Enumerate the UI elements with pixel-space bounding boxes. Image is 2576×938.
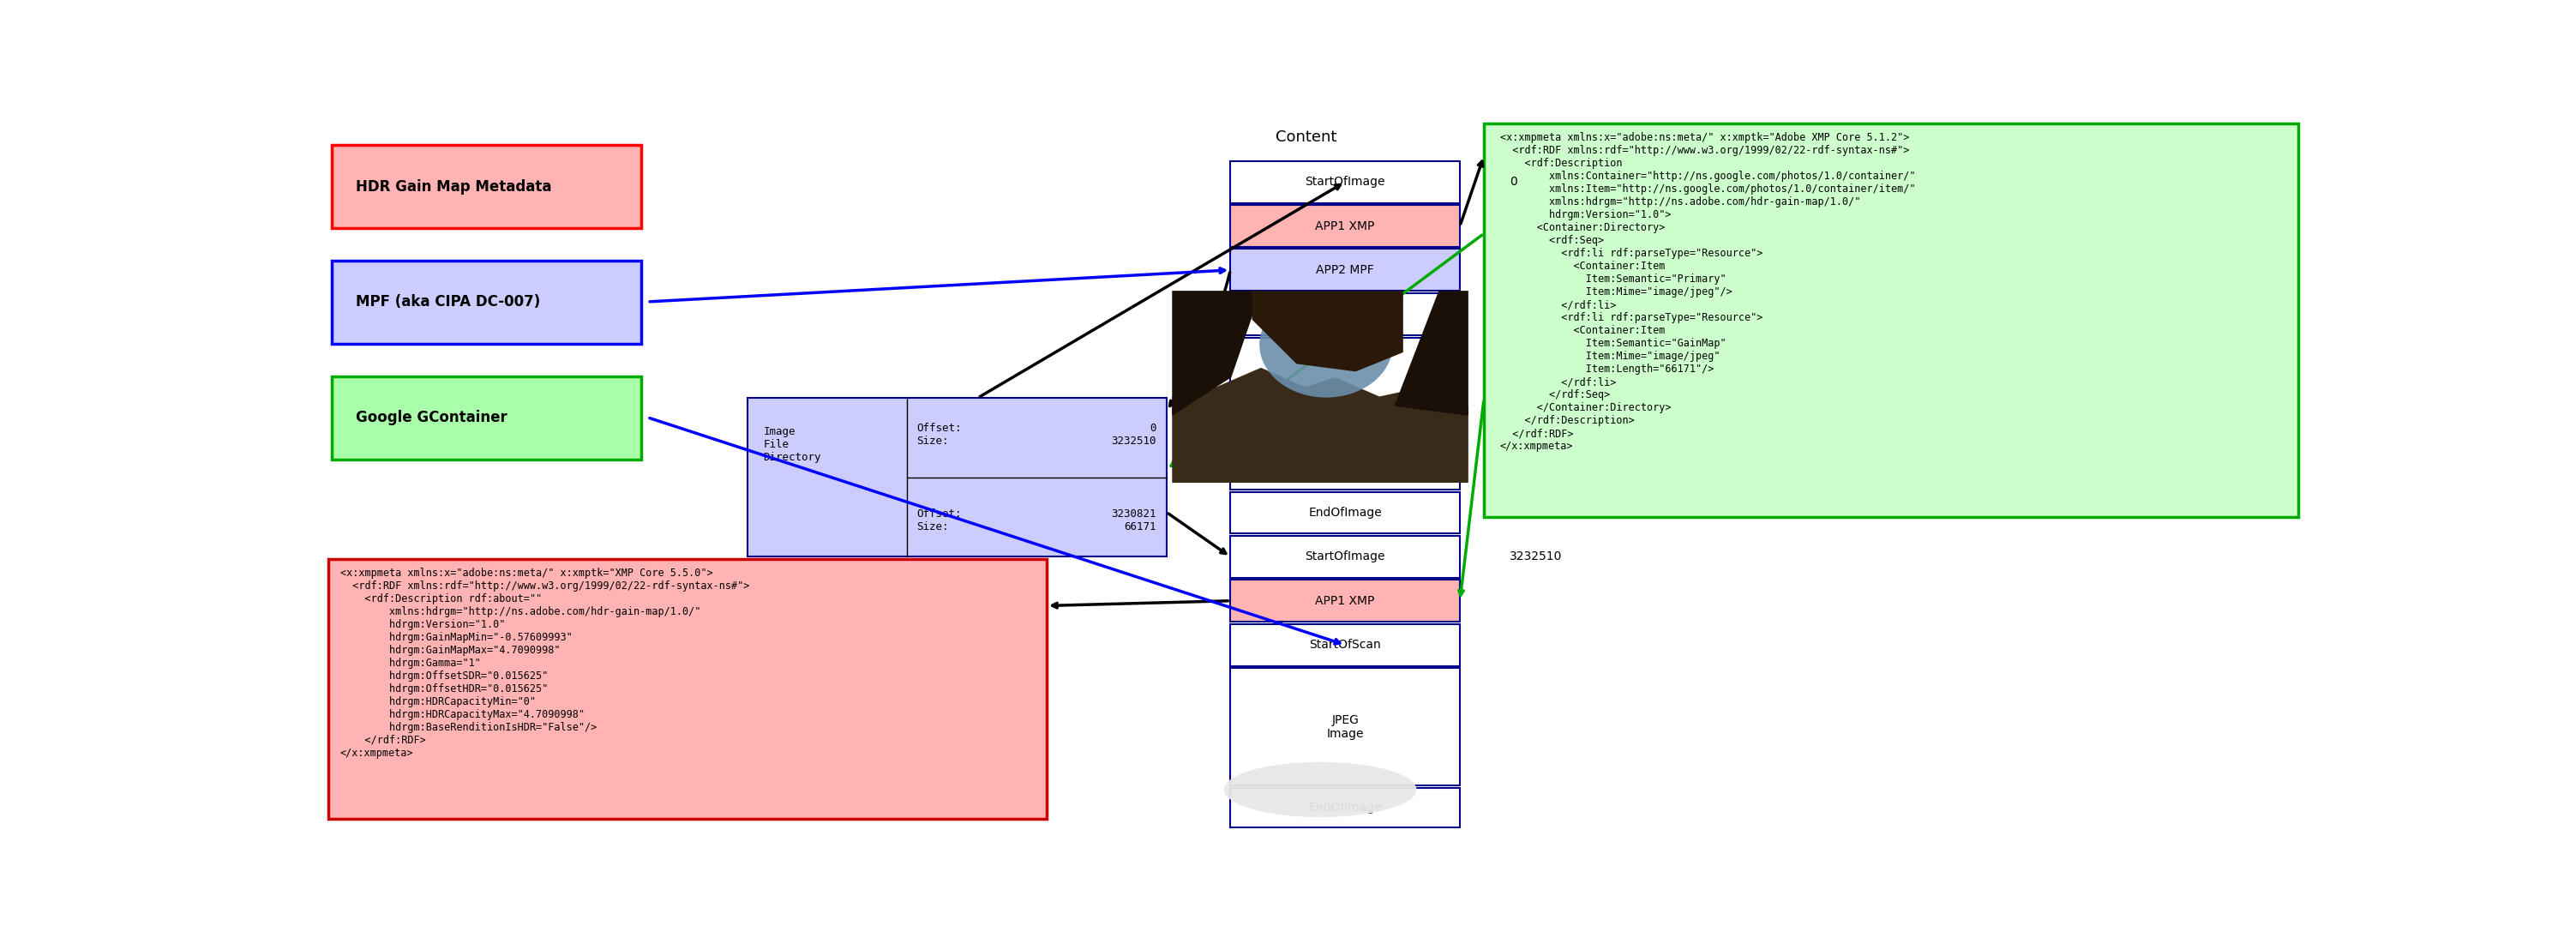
Ellipse shape: [1260, 292, 1394, 398]
Text: Google GContainer: Google GContainer: [355, 410, 507, 426]
Text: MPF (aka CIPA DC-007): MPF (aka CIPA DC-007): [355, 295, 541, 310]
FancyBboxPatch shape: [332, 261, 641, 343]
FancyBboxPatch shape: [332, 376, 641, 460]
FancyBboxPatch shape: [1231, 205, 1461, 247]
Text: Offset: Offset: [1512, 129, 1558, 145]
FancyBboxPatch shape: [1231, 668, 1461, 786]
Text: 3230821
66171: 3230821 66171: [1110, 508, 1157, 532]
Text: Content: Content: [1275, 129, 1337, 145]
FancyBboxPatch shape: [1231, 788, 1461, 827]
Text: StartOfScan: StartOfScan: [1309, 308, 1381, 320]
FancyBboxPatch shape: [1231, 293, 1461, 335]
Text: StartOfImage: StartOfImage: [1306, 176, 1386, 188]
Ellipse shape: [1224, 762, 1417, 817]
FancyBboxPatch shape: [1231, 492, 1461, 534]
Polygon shape: [1394, 291, 1468, 416]
FancyBboxPatch shape: [1231, 250, 1461, 291]
FancyBboxPatch shape: [332, 145, 641, 228]
FancyBboxPatch shape: [1484, 124, 2298, 517]
Polygon shape: [1172, 368, 1468, 483]
FancyBboxPatch shape: [1231, 338, 1461, 490]
FancyBboxPatch shape: [1231, 580, 1461, 622]
FancyBboxPatch shape: [1231, 624, 1461, 666]
Polygon shape: [1172, 291, 1262, 416]
FancyBboxPatch shape: [747, 398, 1167, 557]
Text: APP1 XMP: APP1 XMP: [1316, 219, 1376, 232]
Text: EndOfImage: EndOfImage: [1309, 802, 1381, 814]
Text: <x:xmpmeta xmlns:x="adobe:ns:meta/" x:xmptk="Adobe XMP Core 5.1.2">
  <rdf:RDF x: <x:xmpmeta xmlns:x="adobe:ns:meta/" x:xm…: [1499, 132, 1914, 452]
Text: JPEG
Image: JPEG Image: [1327, 401, 1363, 427]
Text: APP2 MPF: APP2 MPF: [1316, 264, 1373, 276]
Text: StartOfImage: StartOfImage: [1306, 551, 1386, 563]
Text: 0
3232510: 0 3232510: [1110, 422, 1157, 446]
Text: Offset:
Size:: Offset: Size:: [917, 422, 961, 446]
Text: Image
File
Directory: Image File Directory: [762, 427, 822, 463]
Text: <x:xmpmeta xmlns:x="adobe:ns:meta/" x:xmptk="XMP Core 5.5.0">
  <rdf:RDF xmlns:r: <x:xmpmeta xmlns:x="adobe:ns:meta/" x:xm…: [340, 567, 750, 759]
FancyBboxPatch shape: [327, 559, 1046, 819]
Text: Offset:
Size:: Offset: Size:: [917, 508, 961, 532]
Text: APP1 XMP: APP1 XMP: [1316, 595, 1376, 607]
Text: StartOfScan: StartOfScan: [1309, 639, 1381, 651]
FancyBboxPatch shape: [1231, 536, 1461, 578]
FancyBboxPatch shape: [1231, 161, 1461, 203]
Polygon shape: [1252, 291, 1404, 371]
Text: JPEG
Image: JPEG Image: [1327, 714, 1363, 740]
Text: EndOfImage: EndOfImage: [1309, 507, 1381, 519]
Text: HDR Gain Map Metadata: HDR Gain Map Metadata: [355, 179, 551, 194]
Text: 0: 0: [1510, 176, 1517, 188]
Text: 3232510: 3232510: [1510, 551, 1564, 563]
